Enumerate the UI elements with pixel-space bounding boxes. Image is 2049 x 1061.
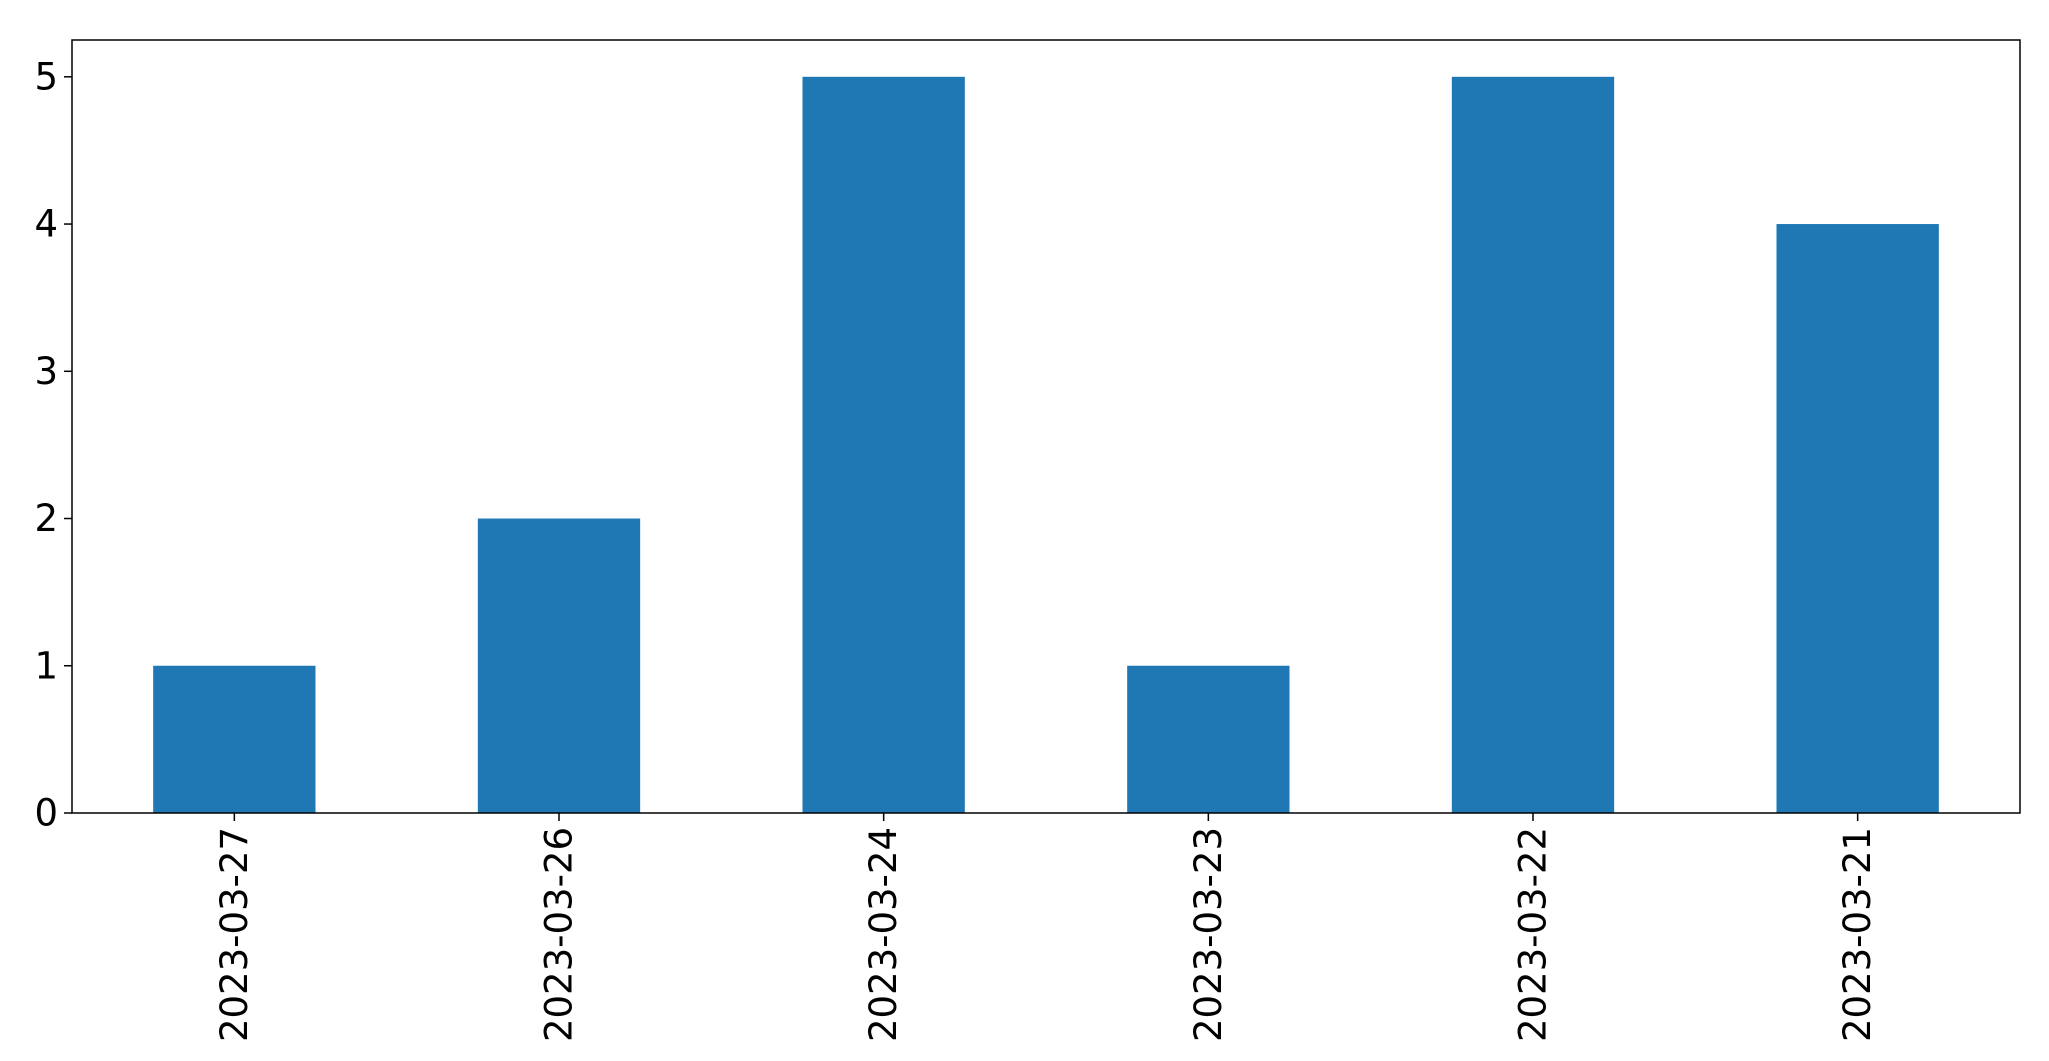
- x-tick-label: 2023-03-27: [213, 827, 256, 1042]
- bar-2023-03-22: [1451, 76, 1615, 813]
- plot-area: [72, 40, 2020, 813]
- bar-2023-03-23: [1127, 665, 1290, 813]
- y-axis-ticks: 0 1 2 3 4 5: [34, 55, 72, 835]
- x-tick-label: 2023-03-21: [1836, 827, 1879, 1042]
- y-tick-label: 5: [34, 55, 58, 98]
- bar-2023-03-21: [1776, 224, 1939, 814]
- x-tick-label: 2023-03-22: [1512, 827, 1555, 1042]
- x-tick-label: 2023-03-26: [538, 827, 581, 1042]
- axes-frame: [71, 39, 2021, 814]
- bar-2023-03-26: [477, 518, 641, 813]
- y-tick-label: 2: [34, 497, 58, 540]
- bar-2023-03-24: [802, 76, 965, 813]
- y-tick-label: 0: [34, 792, 58, 835]
- x-tick-label: 2023-03-23: [1187, 827, 1230, 1042]
- x-axis-ticks: 2023-03-27 2023-03-26 2023-03-24 2023-03-23…: [213, 813, 1879, 1042]
- y-tick-label: 4: [34, 203, 58, 246]
- x-tick-label: 2023-03-24: [862, 827, 905, 1042]
- bars-layer: [153, 76, 1939, 814]
- bar-2023-03-27: [153, 665, 316, 813]
- y-tick-label: 1: [34, 644, 58, 687]
- y-tick-label: 3: [34, 350, 58, 393]
